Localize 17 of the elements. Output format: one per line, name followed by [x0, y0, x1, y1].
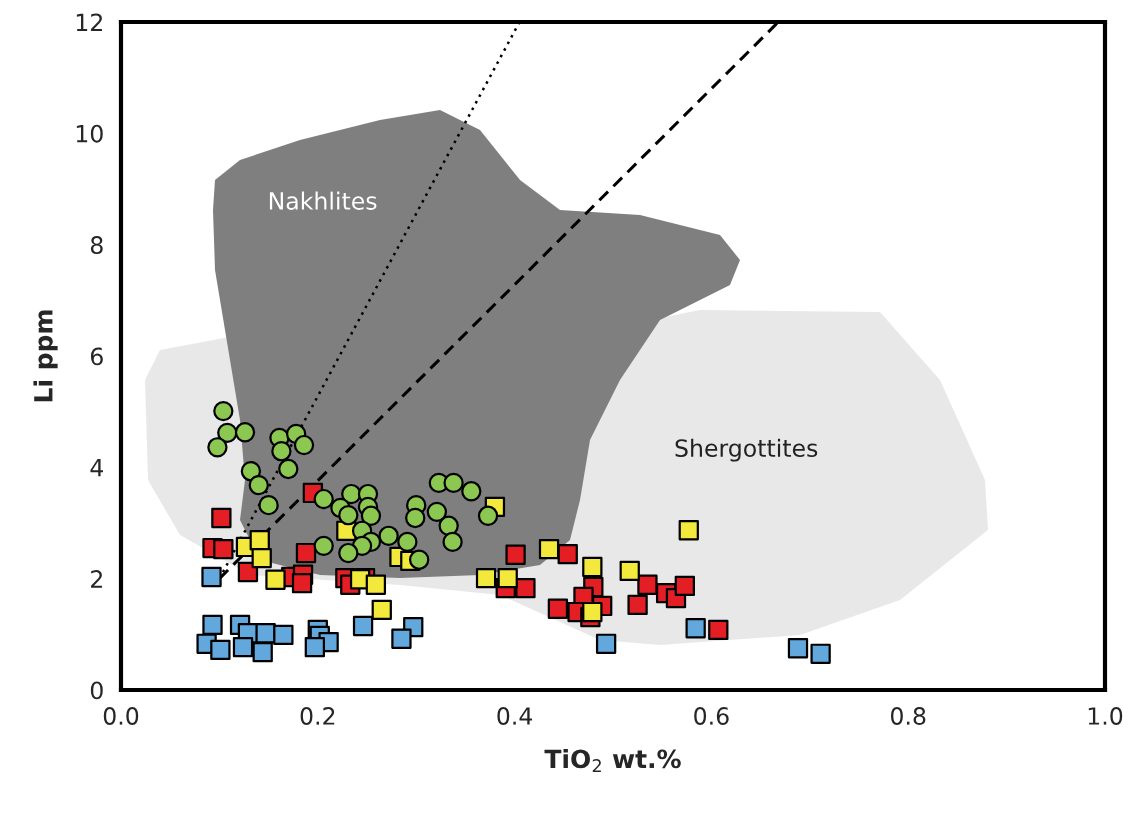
y-tick-label: 4 — [90, 459, 104, 477]
x-tick-label: 1.0 — [1088, 707, 1123, 725]
annotation: Shergottites — [675, 438, 818, 462]
y-tick-label: 8 — [90, 236, 103, 254]
x-axis-title: TiO$_{2}$ wt.% — [544, 748, 681, 773]
x-tick-label: 0.2 — [300, 707, 335, 725]
y-tick-label: 2 — [91, 570, 102, 588]
x-tick-label: 0.8 — [890, 707, 926, 725]
y-tick-label: 6 — [90, 347, 103, 366]
annotation: Nakhlites — [269, 191, 377, 210]
x-tick-label: 0.6 — [694, 707, 729, 725]
y-tick-label: 0 — [90, 681, 103, 700]
x-tick-label: 0.0 — [103, 707, 139, 725]
y-axis-title: Li ppm — [33, 310, 58, 402]
y-tick-label: 12 — [76, 13, 102, 31]
y-tick-label: 10 — [76, 124, 103, 143]
x-tick-label: 0.4 — [497, 707, 533, 725]
